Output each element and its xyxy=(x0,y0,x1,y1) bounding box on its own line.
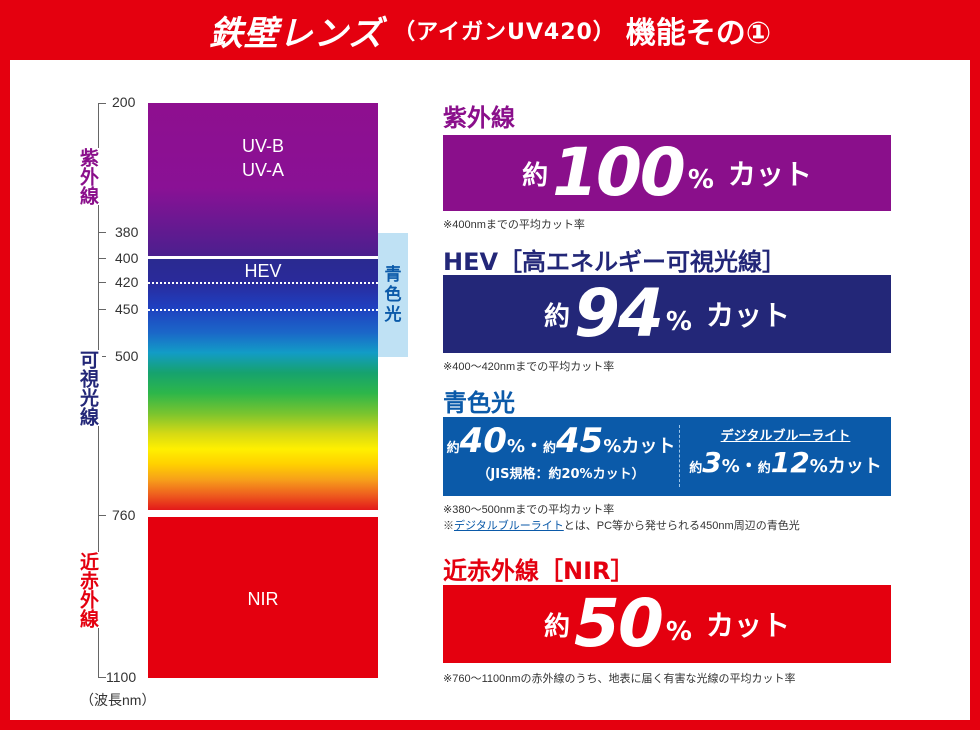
hev-cut: カット xyxy=(705,299,790,332)
blue-left-value-1: 40 xyxy=(459,421,507,461)
axis-label-nir: 近赤外線 xyxy=(77,552,102,628)
tick-500 xyxy=(98,356,106,357)
tick-label-1100: 1100 xyxy=(106,669,137,685)
tick-label-200: 200 xyxy=(112,94,136,110)
uv-title: 紫外線 xyxy=(443,104,515,132)
tick-label-380: 380 xyxy=(115,224,139,240)
blue-light-char-1: 青 xyxy=(384,265,402,285)
brand-title: 鉄壁レンズ xyxy=(208,13,384,54)
boundary-450 xyxy=(148,309,378,311)
unit-label: （波長nm） xyxy=(80,692,156,708)
blue-note-2-prefix: ※ xyxy=(443,520,454,532)
visible-band xyxy=(148,256,378,510)
blue-light-char-2: 色 xyxy=(384,285,402,305)
uv-a-label: UV-A xyxy=(241,160,284,180)
blue-right-values: 約3%・約12%カット xyxy=(680,446,891,479)
blue-left-cut: カット xyxy=(621,436,676,457)
tick-label-450: 450 xyxy=(115,301,139,317)
uv-cut: カット xyxy=(727,158,812,191)
blue-note-2-rest: とは、PC等から発せられる450nm周辺の青色光 xyxy=(563,520,800,532)
blue-title: 青色光 xyxy=(443,389,515,417)
blue-right-prefix-1: 約 xyxy=(689,461,703,476)
digital-blue-light-title: デジタルブルーライト xyxy=(720,429,851,444)
blue-left-prefix-2: 約 xyxy=(543,441,557,456)
blue-left-value-2: 45 xyxy=(556,421,604,461)
product-name: （アイガンUV420） xyxy=(393,20,616,45)
nir-label: NIR xyxy=(247,589,279,609)
boundary-420 xyxy=(148,282,378,284)
uv-value: 100 xyxy=(552,134,686,211)
tick-760 xyxy=(98,515,106,516)
tick-420 xyxy=(98,282,106,283)
nir-cut: カット xyxy=(705,609,790,642)
blue-right-dot: ・ xyxy=(739,456,758,477)
tick-label-420: 420 xyxy=(115,274,139,290)
blue-right-percent-2: % xyxy=(809,456,828,477)
hev-title: HEV［高エネルギー可視光線］ xyxy=(443,248,787,276)
blue-light-marker: 青 色 光 xyxy=(378,233,408,357)
page-header: 鉄壁レンズ （アイガンUV420） 機能その① xyxy=(0,0,980,60)
tick-label-400: 400 xyxy=(115,250,139,266)
hev-label: HEV xyxy=(244,261,282,281)
nir-band xyxy=(148,517,378,678)
tick-380 xyxy=(98,232,106,233)
axis-label-nir-text: 近赤外線 xyxy=(77,552,99,628)
hev-prefix: 約 xyxy=(544,301,571,332)
blue-left-percent-2: % xyxy=(603,436,622,457)
digital-blue-light-link[interactable]: デジタルブルーライト xyxy=(454,520,564,532)
uv-note: ※400nmまでの平均カット率 xyxy=(443,219,585,231)
blue-right-percent-1: % xyxy=(721,456,740,477)
hev-value: 94 xyxy=(574,275,664,352)
blue-right-prefix-2: 約 xyxy=(757,461,771,476)
blue-left-section: 約40%・約45%カット （JIS規格：約20%カット） xyxy=(443,417,679,496)
axis-label-uv-text: 紫外線 xyxy=(77,148,99,205)
header-suffix: 機能その① xyxy=(625,16,772,51)
hev-percent: % xyxy=(665,307,692,337)
blue-left-percent-1: % xyxy=(506,436,525,457)
blue-cut-panel: 約40%・約45%カット （JIS規格：約20%カット） デジタルブルーライト … xyxy=(443,417,891,496)
uv-prefix: 約 xyxy=(522,160,549,191)
blue-right-section: デジタルブルーライト 約3%・約12%カット xyxy=(680,417,891,496)
axis-label-uv: 紫外線 xyxy=(77,148,102,205)
uv-cut-panel: 約 100 % カット xyxy=(443,135,891,211)
blue-left-values: 約40%・約45%カット xyxy=(443,421,679,461)
axis-label-visible-text: 可視光線 xyxy=(77,350,99,426)
uv-band xyxy=(148,103,378,256)
boundary-400 xyxy=(148,256,378,259)
blue-right-value-2: 12 xyxy=(770,446,810,479)
nir-cut-panel: 約 50 % カット xyxy=(443,585,891,663)
tick-label-500: 500 xyxy=(115,348,139,364)
blue-note-2: ※デジタルブルーライトとは、PC等から発せられる450nm周辺の青色光 xyxy=(443,517,800,533)
hev-note: ※400〜420nmまでの平均カット率 xyxy=(443,361,615,373)
uv-b-label: UV-B xyxy=(241,136,284,156)
blue-divider xyxy=(679,425,680,487)
blue-right-value-1: 3 xyxy=(702,446,722,479)
blue-note-1: ※380〜500nmまでの平均カット率 xyxy=(443,504,615,516)
nir-percent: % xyxy=(665,617,692,647)
uv-percent: % xyxy=(687,165,714,195)
blue-left-jis-note: （JIS規格：約20%カット） xyxy=(477,467,645,482)
tick-label-760: 760 xyxy=(112,507,136,523)
tick-1100 xyxy=(98,677,106,678)
nir-note: ※760〜1100nmの赤外線のうち、地表に届く有害な光線の平均カット率 xyxy=(443,673,796,685)
nir-prefix: 約 xyxy=(544,611,571,642)
blue-left-prefix-1: 約 xyxy=(446,441,460,456)
nir-title: 近赤外線［NIR］ xyxy=(443,557,635,585)
tick-400 xyxy=(98,258,106,259)
nir-value: 50 xyxy=(574,585,664,662)
hev-cut-panel: 約 94 % カット xyxy=(443,275,891,353)
blue-light-char-3: 光 xyxy=(384,305,402,325)
tick-200 xyxy=(98,103,106,104)
tick-450 xyxy=(98,309,106,310)
axis-label-visible: 可視光線 xyxy=(77,350,102,426)
blue-right-cut: カット xyxy=(827,456,882,477)
blue-left-dot: ・ xyxy=(525,436,543,457)
